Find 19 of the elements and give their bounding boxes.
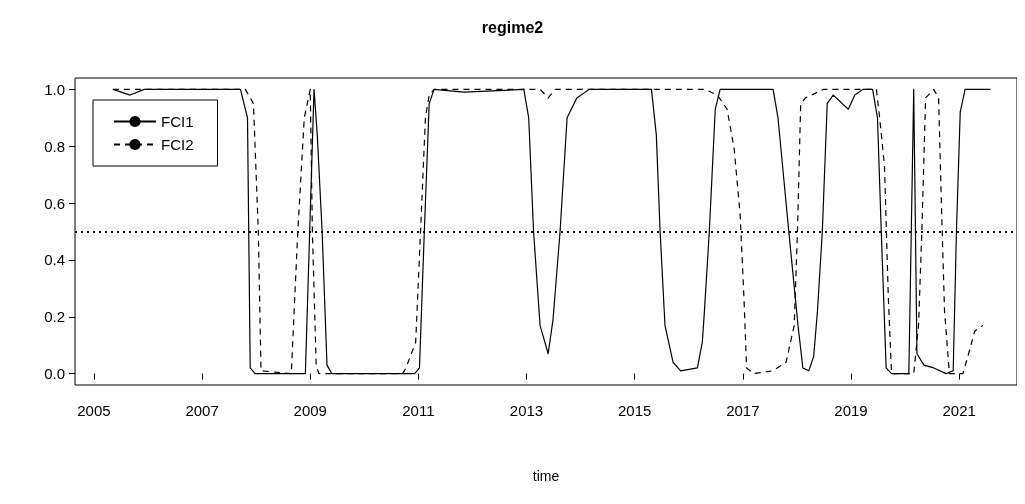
x-tick-label: 2015 <box>618 402 652 419</box>
x-tick-label: 2005 <box>77 402 111 419</box>
x-axis-title: time <box>532 468 560 484</box>
legend-label: FCI1 <box>161 113 194 130</box>
x-tick-label: 2013 <box>509 402 544 419</box>
x-tick-label: 2011 <box>402 402 435 419</box>
y-tick-label: 0.2 <box>44 308 65 326</box>
legend-label: FCI2 <box>161 136 194 153</box>
x-tick-label: 2017 <box>726 402 760 419</box>
x-tick-label: 2007 <box>185 402 219 419</box>
y-tick-label: 0.4 <box>44 251 65 269</box>
y-tick-label: 1.0 <box>44 80 65 98</box>
y-tick-label: 0.0 <box>44 365 65 383</box>
x-tick-label: 2009 <box>293 402 327 419</box>
x-tick-label: 2021 <box>942 402 976 419</box>
chart-title: regime2 <box>481 18 544 36</box>
y-tick-label: 0.8 <box>44 137 65 155</box>
y-tick-label: 0.6 <box>44 194 65 212</box>
x-tick-label: 2019 <box>834 402 868 419</box>
